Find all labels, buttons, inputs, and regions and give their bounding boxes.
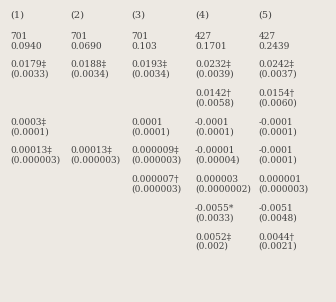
Text: 701: 701 — [71, 32, 88, 41]
Text: (0.0001): (0.0001) — [131, 127, 170, 136]
Text: 0.0242‡: 0.0242‡ — [259, 60, 295, 69]
Text: (0.0001): (0.0001) — [10, 127, 49, 136]
Text: 0.000009‡: 0.000009‡ — [131, 146, 179, 156]
Text: (0.000003): (0.000003) — [259, 185, 309, 194]
Text: 0.0188‡: 0.0188‡ — [71, 60, 107, 69]
Text: 0.2439: 0.2439 — [259, 42, 290, 51]
Text: -0.0055*: -0.0055* — [195, 204, 234, 213]
Text: (5): (5) — [259, 11, 272, 20]
Text: (0.0001): (0.0001) — [259, 127, 297, 136]
Text: 701: 701 — [131, 32, 148, 41]
Text: -0.0051: -0.0051 — [259, 204, 293, 213]
Text: 0.0154†: 0.0154† — [259, 89, 295, 98]
Text: 0.0052‡: 0.0052‡ — [195, 233, 231, 242]
Text: (4): (4) — [195, 11, 209, 20]
Text: 427: 427 — [195, 32, 212, 41]
Text: (0.0034): (0.0034) — [71, 70, 109, 79]
Text: 0.0940: 0.0940 — [10, 42, 42, 51]
Text: (0.000003): (0.000003) — [131, 156, 181, 165]
Text: -0.0001: -0.0001 — [259, 118, 293, 127]
Text: (0.0001): (0.0001) — [259, 156, 297, 165]
Text: 0.0142†: 0.0142† — [195, 89, 231, 98]
Text: (0.0037): (0.0037) — [259, 70, 297, 79]
Text: (1): (1) — [10, 11, 24, 20]
Text: 0.000007†: 0.000007† — [131, 175, 178, 184]
Text: (0.002): (0.002) — [195, 242, 228, 251]
Text: 0.0193‡: 0.0193‡ — [131, 60, 167, 69]
Text: (0.0058): (0.0058) — [195, 98, 234, 107]
Text: 0.0003‡: 0.0003‡ — [10, 118, 46, 127]
Text: -0.0001: -0.0001 — [195, 118, 229, 127]
Text: 427: 427 — [259, 32, 276, 41]
Text: 0.000003: 0.000003 — [195, 175, 238, 184]
Text: (0.0060): (0.0060) — [259, 98, 297, 107]
Text: 701: 701 — [10, 32, 27, 41]
Text: 0.103: 0.103 — [131, 42, 157, 51]
Text: 0.0044†: 0.0044† — [259, 233, 295, 242]
Text: 0.00013‡: 0.00013‡ — [10, 146, 52, 156]
Text: 0.0232‡: 0.0232‡ — [195, 60, 230, 69]
Text: (0.000003): (0.000003) — [71, 156, 121, 165]
Text: (0.0001): (0.0001) — [195, 127, 234, 136]
Text: 0.1701: 0.1701 — [195, 42, 226, 51]
Text: (0.0034): (0.0034) — [131, 70, 170, 79]
Text: (2): (2) — [71, 11, 85, 20]
Text: 0.000001: 0.000001 — [259, 175, 302, 184]
Text: 0.0179‡: 0.0179‡ — [10, 60, 46, 69]
Text: (0.000003): (0.000003) — [10, 156, 60, 165]
Text: (0.0000002): (0.0000002) — [195, 185, 251, 194]
Text: (0.00004): (0.00004) — [195, 156, 239, 165]
Text: (0.000003): (0.000003) — [131, 185, 181, 194]
Text: (0.0033): (0.0033) — [195, 213, 234, 222]
Text: (0.0048): (0.0048) — [259, 213, 297, 222]
Text: (0.0039): (0.0039) — [195, 70, 234, 79]
Text: (3): (3) — [131, 11, 145, 20]
Text: 0.00013‡: 0.00013‡ — [71, 146, 112, 156]
Text: (0.0021): (0.0021) — [259, 242, 297, 251]
Text: -0.00001: -0.00001 — [195, 146, 235, 156]
Text: 0.0001: 0.0001 — [131, 118, 163, 127]
Text: (0.0033): (0.0033) — [10, 70, 49, 79]
Text: -0.0001: -0.0001 — [259, 146, 293, 156]
Text: 0.0690: 0.0690 — [71, 42, 102, 51]
